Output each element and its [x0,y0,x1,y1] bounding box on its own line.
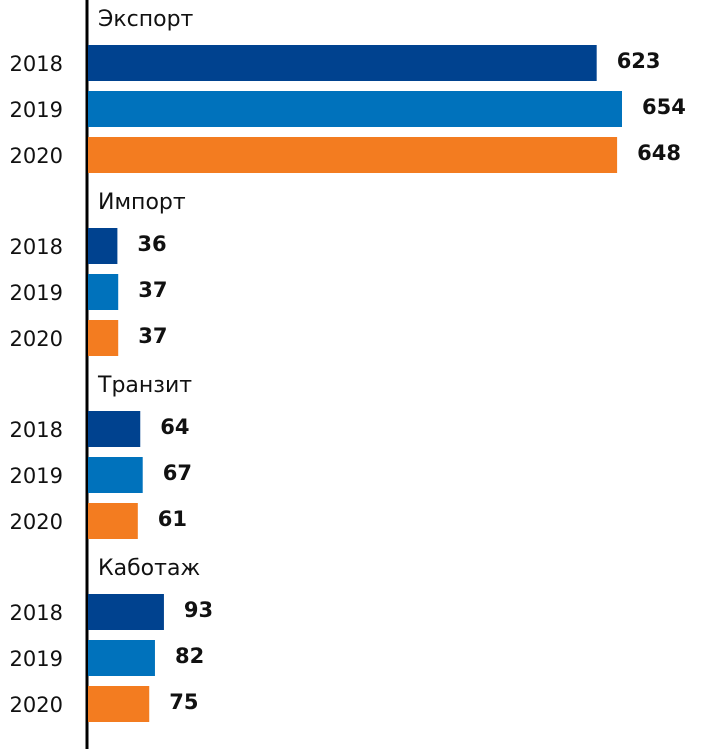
bar [88,686,150,722]
value-label: 654 [642,95,686,119]
bar [88,594,164,630]
bar [88,228,118,264]
year-label: 2020 [10,144,63,168]
bar [88,137,618,173]
year-label: 2018 [10,601,63,625]
bar [88,320,119,356]
year-label: 2018 [10,418,63,442]
bar [88,640,155,676]
value-label: 64 [160,415,189,439]
year-label: 2020 [10,327,63,351]
bar [88,91,622,127]
year-label: 2020 [10,693,63,717]
bar [88,411,141,447]
year-label: 2018 [10,52,63,76]
year-label: 2019 [10,281,63,305]
year-label: 2019 [10,647,63,671]
year-label: 2018 [10,235,63,259]
category-label: Импорт [98,190,186,215]
value-label: 37 [138,278,167,302]
value-label: 36 [137,232,166,256]
bar [88,274,119,310]
value-label: 67 [163,461,192,485]
value-label: 623 [617,49,661,73]
value-label: 93 [184,598,213,622]
bar [88,45,597,81]
year-label: 2019 [10,464,63,488]
value-label: 75 [169,690,198,714]
category-label: Экспорт [98,7,194,32]
category-label: Каботаж [98,556,200,581]
bar [88,503,138,539]
bar [88,457,143,493]
value-label: 82 [175,644,204,668]
value-label: 37 [138,324,167,348]
value-label: 61 [158,507,187,531]
year-label: 2019 [10,98,63,122]
category-label: Транзит [97,373,192,398]
value-label: 648 [637,141,681,165]
year-label: 2020 [10,510,63,534]
